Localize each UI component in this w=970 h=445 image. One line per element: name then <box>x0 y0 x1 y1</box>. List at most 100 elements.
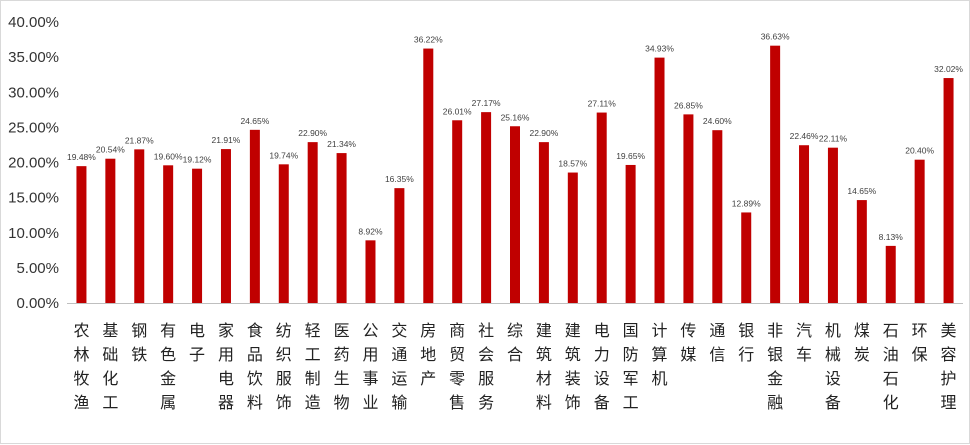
bar <box>423 48 434 303</box>
bars <box>76 45 954 304</box>
data-label: 25.16% <box>501 112 530 122</box>
y-tick-label: 40.00% <box>8 14 59 31</box>
data-label: 27.11% <box>588 99 617 109</box>
x-axis-categories: 农林牧渔基础化工钢铁有色金属电子家用电器食品饮料纺织服饰轻工制造医药生物公用事业… <box>73 321 956 412</box>
x-tick-label: 农林牧渔 <box>73 321 89 412</box>
data-label: 19.65% <box>616 151 645 161</box>
data-label: 19.60% <box>154 151 183 161</box>
bar <box>625 164 636 303</box>
data-label: 24.60% <box>703 116 732 126</box>
y-tick-label: 35.00% <box>8 49 59 66</box>
data-label: 22.46% <box>790 131 819 141</box>
data-label: 14.65% <box>847 186 876 196</box>
bar <box>452 120 463 303</box>
data-label: 16.35% <box>385 174 414 184</box>
bar <box>105 158 116 303</box>
data-label: 18.57% <box>558 159 587 169</box>
data-label: 34.93% <box>645 44 674 54</box>
y-axis-ticks: 0.00% 5.00% 10.00% 15.00% 20.00% 25.00% 30.00%… <box>8 14 59 312</box>
bar <box>481 112 492 303</box>
x-tick-label: 有色金属 <box>160 321 176 412</box>
data-label: 21.91% <box>212 135 241 145</box>
y-tick-label: 20.00% <box>8 155 59 172</box>
x-tick-label: 煤炭 <box>854 321 870 364</box>
data-label: 19.12% <box>183 155 212 165</box>
x-tick-label: 综合 <box>507 321 523 364</box>
bar <box>307 142 318 303</box>
data-label: 8.13% <box>879 232 904 242</box>
bar <box>712 130 723 303</box>
bar <box>943 78 954 303</box>
x-tick-label: 银行 <box>738 321 754 364</box>
data-label: 36.63% <box>761 32 790 42</box>
data-label: 20.40% <box>905 146 934 156</box>
x-tick-label: 通信 <box>709 321 725 364</box>
x-tick-label: 石油石化 <box>883 321 899 412</box>
x-tick-label: 建筑装饰 <box>565 321 581 412</box>
bar <box>76 166 87 303</box>
x-tick-label: 国防军工 <box>623 321 639 412</box>
data-label: 27.17% <box>472 98 501 108</box>
x-tick-label: 社会服务 <box>478 321 494 412</box>
data-label: 19.48% <box>67 152 96 162</box>
x-tick-label: 传媒 <box>680 321 696 364</box>
bar <box>220 149 231 303</box>
data-label: 8.92% <box>358 226 383 236</box>
x-tick-label: 商贸零售 <box>449 321 465 412</box>
bar <box>510 126 520 303</box>
y-tick-label: 25.00% <box>8 119 59 136</box>
x-tick-label: 机械设备 <box>825 321 841 412</box>
data-labels: 19.48%20.54%21.87%19.60% 19.12%21.91% 24.6… <box>67 32 963 242</box>
x-tick-label: 电力设备 <box>594 321 610 412</box>
x-tick-label: 钢铁 <box>131 321 147 364</box>
data-label: 20.54% <box>96 145 125 155</box>
data-label: 32.02% <box>934 64 963 74</box>
y-tick-label: 0.00% <box>16 295 59 312</box>
x-tick-label: 美容护理 <box>941 321 957 412</box>
bar <box>856 200 867 303</box>
bar <box>249 129 260 303</box>
bar <box>394 188 405 303</box>
bar <box>134 149 145 303</box>
bar <box>365 240 376 303</box>
x-tick-label: 纺织服饰 <box>276 321 292 412</box>
data-label: 22.90% <box>298 128 327 138</box>
bar <box>163 165 174 303</box>
y-tick-label: 5.00% <box>16 260 59 277</box>
data-label: 26.01% <box>443 106 472 116</box>
x-tick-label: 交通运输 <box>391 321 407 412</box>
bar <box>885 245 896 303</box>
bar <box>567 172 578 303</box>
y-tick-label: 30.00% <box>8 84 59 101</box>
bar <box>827 147 838 303</box>
data-label: 26.85% <box>674 100 703 110</box>
x-tick-label: 家用电器 <box>218 321 234 412</box>
bar <box>683 114 694 303</box>
data-label: 24.65% <box>240 116 269 126</box>
data-label: 19.74% <box>269 150 298 160</box>
bar <box>914 159 925 303</box>
bar <box>538 142 549 303</box>
y-tick-label: 15.00% <box>8 190 59 207</box>
x-tick-label: 汽车 <box>796 321 812 364</box>
x-tick-label: 环保 <box>912 321 928 364</box>
bar <box>770 45 781 303</box>
bar <box>741 212 752 303</box>
bar <box>278 164 289 303</box>
x-tick-label: 电子 <box>189 321 205 364</box>
x-tick-label: 轻工制造 <box>305 321 321 412</box>
y-tick-label: 10.00% <box>8 225 59 242</box>
x-tick-label: 食品饮料 <box>247 321 263 412</box>
bar <box>192 168 203 303</box>
x-tick-label: 公用事业 <box>362 321 378 412</box>
data-label: 22.11% <box>819 134 848 144</box>
x-tick-label: 基础化工 <box>102 321 118 412</box>
x-tick-label: 医药生物 <box>334 321 350 412</box>
x-tick-label: 计算机 <box>652 321 668 388</box>
bar <box>336 153 347 303</box>
bar <box>654 57 665 304</box>
bar <box>596 112 607 304</box>
x-tick-label: 建筑材料 <box>536 321 552 412</box>
